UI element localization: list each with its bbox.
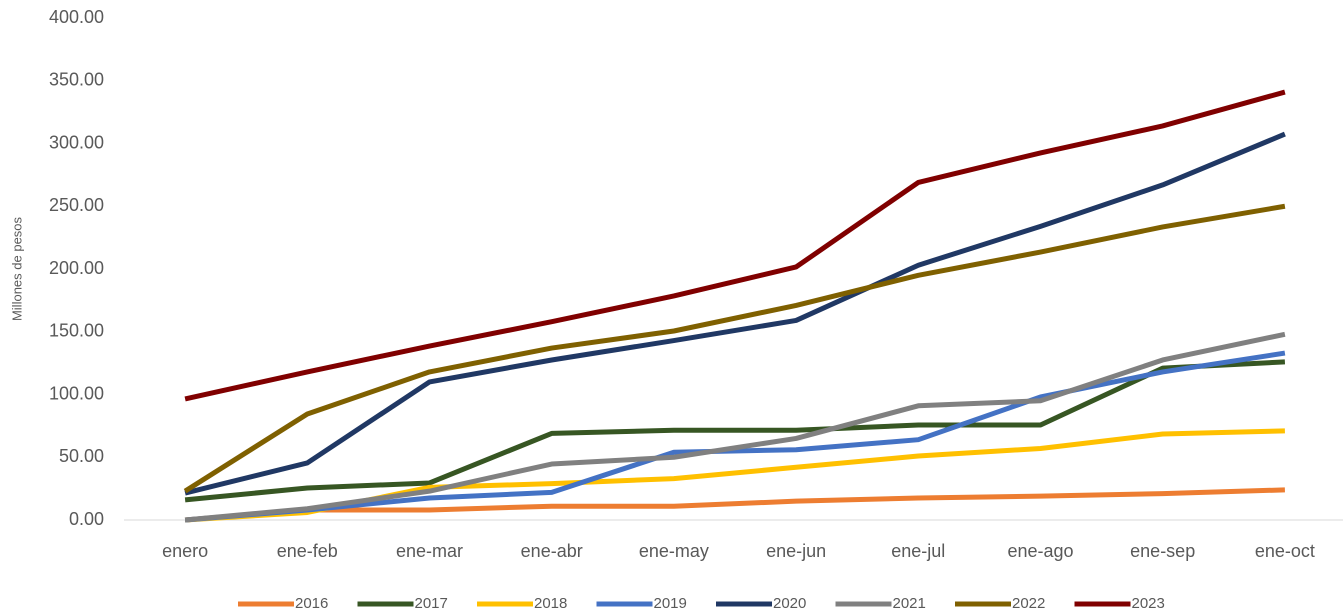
legend-label: 2017 — [415, 595, 448, 612]
y-tick-label: 200.00 — [49, 258, 104, 278]
y-tick-label: 100.00 — [49, 383, 104, 403]
y-tick-label: 0.00 — [69, 509, 104, 529]
legend-label: 2022 — [1012, 595, 1045, 612]
x-tick-label: ene-ago — [1007, 541, 1073, 561]
legend-label: 2016 — [295, 595, 328, 612]
x-tick-label: ene-sep — [1130, 541, 1195, 561]
series-line — [184, 131, 1286, 496]
series-line — [184, 359, 1286, 503]
y-tick-label: 350.00 — [49, 70, 104, 90]
x-tick-label: ene-jun — [766, 541, 826, 561]
y-axis-label: Millones de pesos — [9, 216, 24, 321]
series-line — [184, 89, 1286, 402]
series-line — [184, 350, 1286, 523]
series-line — [184, 331, 1286, 523]
legend-label: 2019 — [654, 595, 687, 612]
series-line — [184, 487, 1285, 523]
y-tick-label: 400.00 — [49, 7, 104, 27]
y-tick-label: 300.00 — [49, 132, 104, 152]
x-tick-label: ene-may — [639, 541, 709, 561]
x-tick-label: ene-jul — [891, 541, 945, 561]
y-tick-label: 50.00 — [59, 446, 104, 466]
legend-label: 2020 — [773, 595, 806, 612]
y-tick-label: 250.00 — [49, 195, 104, 215]
x-tick-label: ene-mar — [396, 541, 463, 561]
series-line — [183, 203, 1286, 494]
legend-label: 2023 — [1132, 595, 1165, 612]
x-tick-label: enero — [162, 541, 208, 561]
x-tick-label: ene-oct — [1255, 541, 1315, 561]
x-tick-label: ene-feb — [277, 541, 338, 561]
y-tick-label: 150.00 — [49, 321, 104, 341]
legend-label: 2021 — [893, 595, 926, 612]
x-tick-label: ene-abr — [521, 541, 583, 561]
legend-label: 2018 — [534, 595, 567, 612]
